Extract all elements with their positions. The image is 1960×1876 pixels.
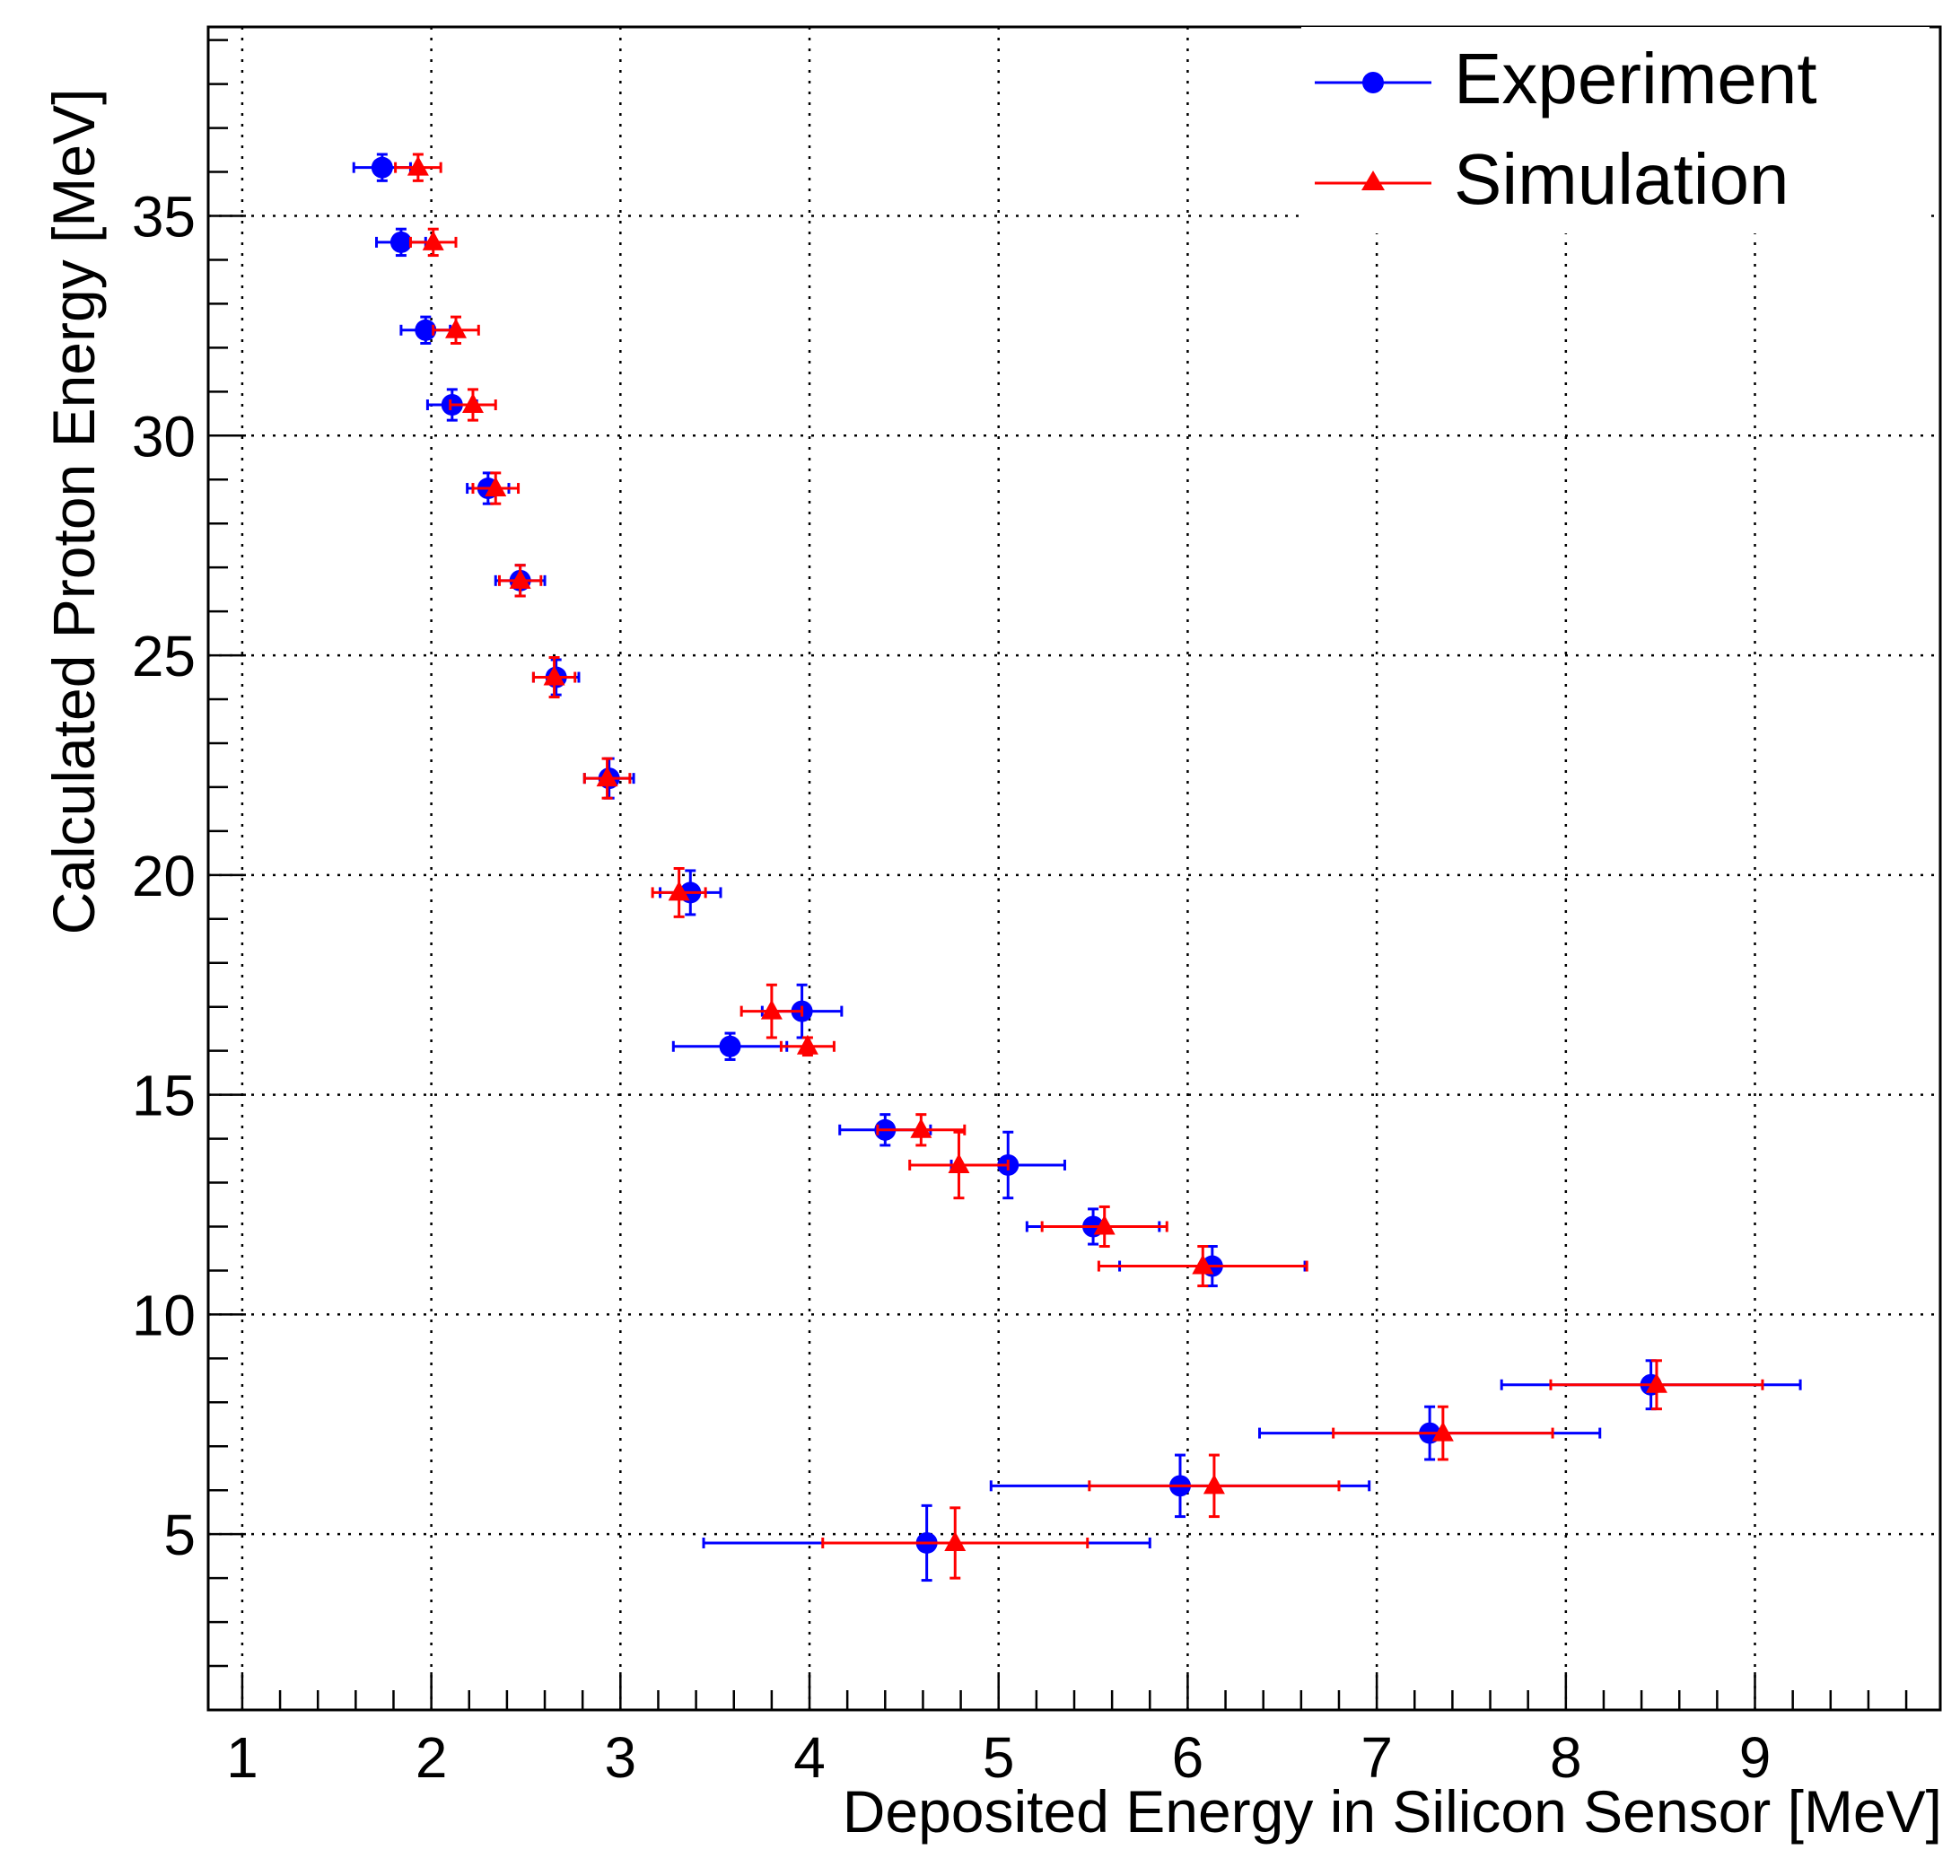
y-tick-label: 10 [132, 1283, 196, 1347]
plot-frame [206, 25, 1942, 1712]
point-marker-triangle [445, 318, 468, 338]
point-marker-triangle [1093, 1214, 1116, 1235]
point-marker-triangle [1431, 1421, 1454, 1442]
x-tick-label: 2 [416, 1725, 448, 1790]
data-point [1332, 1405, 1554, 1461]
data-point [1040, 1205, 1168, 1249]
point-marker-triangle [485, 477, 507, 497]
data-point [651, 867, 707, 918]
point-marker-triangle [1192, 1254, 1214, 1275]
point-marker-triangle [668, 881, 690, 901]
point-marker-circle [415, 319, 437, 341]
data-point [1097, 1245, 1308, 1288]
grid [208, 27, 1940, 1710]
point-marker-triangle [910, 1118, 932, 1138]
data-point [399, 315, 452, 345]
point-marker-circle [389, 231, 412, 253]
data-point [531, 656, 577, 699]
axis-ticks [208, 39, 1908, 1712]
legend-entry-simulation: Simulation [1301, 127, 1929, 226]
legend: Experiment Simulation [1301, 27, 1929, 233]
tick-labels: 1 2 3 4 5 6 7 8 9 5 10 15 20 25 30 35 [132, 185, 1771, 1790]
data-point [375, 227, 427, 258]
x-tick-label: 4 [793, 1725, 826, 1790]
series-experiment [352, 153, 1802, 1582]
x-tick-label: 1 [226, 1725, 258, 1790]
data-point [908, 1130, 1010, 1200]
data-point [449, 388, 497, 422]
y-tick-label: 35 [132, 185, 196, 250]
point-marker-triangle [422, 230, 444, 250]
legend-label-simulation: Simulation [1454, 139, 1789, 219]
data-point [497, 564, 543, 598]
point-marker-triangle [509, 568, 531, 589]
data-point [671, 1031, 789, 1061]
data-point [876, 1113, 967, 1147]
point-marker-triangle [407, 155, 429, 176]
data-point [582, 757, 632, 800]
x-tick-label: 9 [1739, 1725, 1772, 1790]
data-point [739, 983, 804, 1039]
point-marker-triangle [461, 393, 484, 414]
y-tick-label: 5 [163, 1503, 196, 1567]
x-tick-label: 5 [983, 1725, 1015, 1790]
legend-marker-experiment [1315, 72, 1431, 93]
y-tick-label: 15 [132, 1064, 196, 1128]
y-tick-label: 30 [132, 404, 196, 469]
y-axis-label: Calculated Proton Energy [MeV] [40, 88, 107, 935]
data-series [352, 153, 1802, 1582]
point-marker-triangle [760, 999, 783, 1020]
data-point [471, 471, 521, 505]
data-point [394, 153, 442, 182]
data-point [408, 227, 458, 258]
data-point [821, 1506, 1089, 1580]
data-point [1088, 1453, 1341, 1519]
point-marker-triangle [543, 665, 565, 686]
point-marker-circle [371, 156, 393, 179]
point-marker-triangle [596, 767, 618, 787]
x-tick-label: 7 [1361, 1725, 1393, 1790]
data-point [1549, 1359, 1764, 1411]
x-tick-label: 6 [1172, 1725, 1204, 1790]
point-marker-triangle [1645, 1372, 1667, 1393]
legend-marker-simulation [1315, 171, 1431, 190]
x-tick-label: 8 [1550, 1725, 1582, 1790]
y-tick-label: 20 [132, 844, 196, 908]
y-tick-label: 25 [132, 624, 196, 688]
data-point [432, 315, 480, 345]
point-marker-triangle [1203, 1474, 1225, 1495]
x-tick-label: 3 [605, 1725, 637, 1790]
legend-entry-experiment: Experiment [1301, 27, 1929, 126]
point-marker-triangle [948, 1153, 970, 1173]
point-marker-triangle [796, 1034, 818, 1055]
data-point [779, 1034, 836, 1057]
legend-label-experiment: Experiment [1454, 39, 1817, 118]
x-axis-label: Deposited Energy in Silicon Sensor [MeV] [842, 1778, 1942, 1845]
point-marker-circle [719, 1035, 741, 1057]
point-marker-triangle [944, 1530, 967, 1551]
series-simulation [394, 153, 1764, 1580]
